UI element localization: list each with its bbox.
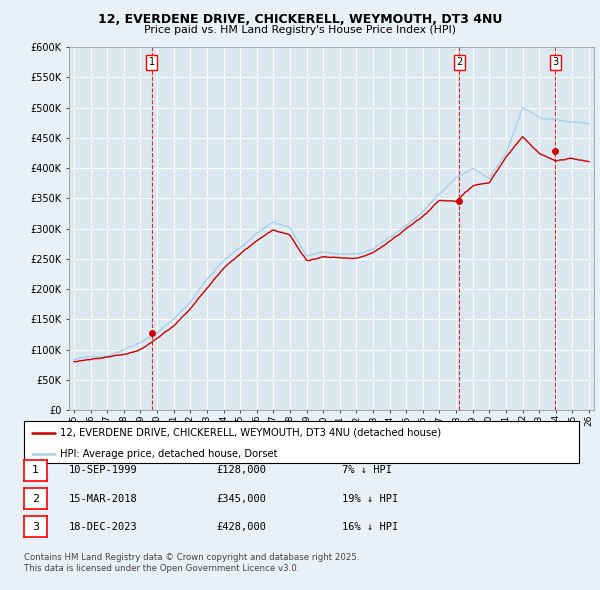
Text: 18-DEC-2023: 18-DEC-2023: [69, 522, 138, 532]
Text: 15-MAR-2018: 15-MAR-2018: [69, 494, 138, 503]
Text: 1: 1: [32, 466, 39, 475]
Text: Contains HM Land Registry data © Crown copyright and database right 2025.
This d: Contains HM Land Registry data © Crown c…: [24, 553, 359, 573]
Text: 7% ↓ HPI: 7% ↓ HPI: [342, 466, 392, 475]
Text: 19% ↓ HPI: 19% ↓ HPI: [342, 494, 398, 503]
Text: 10-SEP-1999: 10-SEP-1999: [69, 466, 138, 475]
Text: 12, EVERDENE DRIVE, CHICKERELL, WEYMOUTH, DT3 4NU (detached house): 12, EVERDENE DRIVE, CHICKERELL, WEYMOUTH…: [60, 428, 441, 438]
Text: £345,000: £345,000: [216, 494, 266, 503]
Text: Price paid vs. HM Land Registry's House Price Index (HPI): Price paid vs. HM Land Registry's House …: [144, 25, 456, 35]
Text: £128,000: £128,000: [216, 466, 266, 475]
Text: 16% ↓ HPI: 16% ↓ HPI: [342, 522, 398, 532]
Text: 3: 3: [32, 522, 39, 532]
Text: 1: 1: [149, 57, 155, 67]
Text: HPI: Average price, detached house, Dorset: HPI: Average price, detached house, Dors…: [60, 449, 278, 459]
Text: £428,000: £428,000: [216, 522, 266, 532]
Text: 3: 3: [552, 57, 558, 67]
Text: 2: 2: [32, 494, 39, 503]
Text: 12, EVERDENE DRIVE, CHICKERELL, WEYMOUTH, DT3 4NU: 12, EVERDENE DRIVE, CHICKERELL, WEYMOUTH…: [98, 13, 502, 26]
Text: 2: 2: [457, 57, 463, 67]
